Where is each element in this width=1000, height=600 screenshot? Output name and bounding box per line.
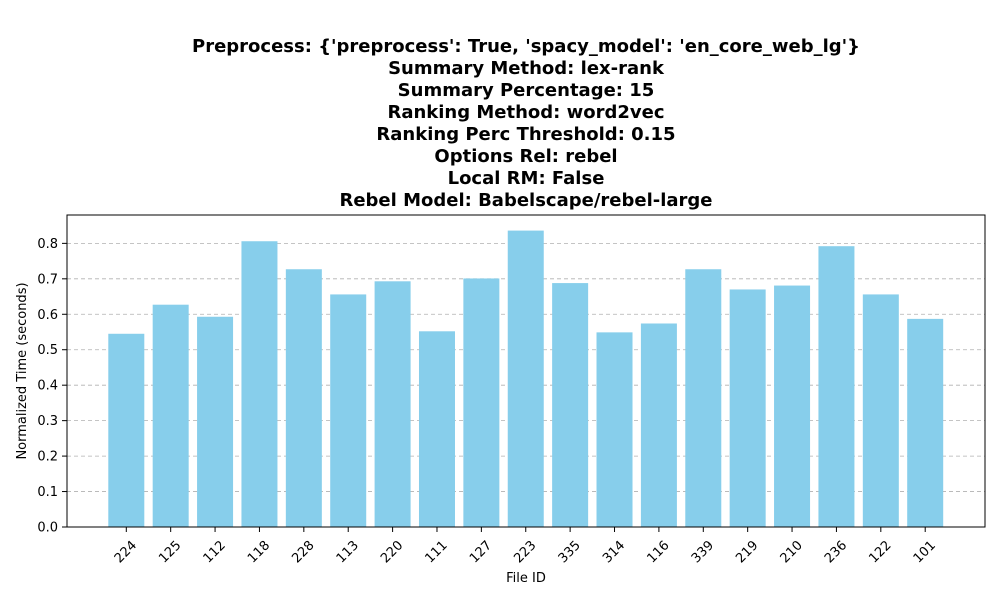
title-line: Options Rel: rebel xyxy=(434,146,617,167)
title-line: Preprocess: {'preprocess': True, 'spacy_… xyxy=(192,36,860,57)
x-tick-label: 101 xyxy=(911,538,939,566)
bar xyxy=(152,304,189,527)
x-tick-label: 220 xyxy=(378,538,406,566)
x-tick-label: 339 xyxy=(689,538,717,566)
bar xyxy=(596,332,633,527)
x-tick-label: 210 xyxy=(778,538,806,566)
y-tick-label: 0.3 xyxy=(37,414,58,429)
bar xyxy=(330,294,367,527)
x-axis: 224 125 112 118 228 113 220 111 127 223 335 314 116 3… xyxy=(112,527,939,566)
bar xyxy=(463,278,500,527)
y-tick-label: 0.0 xyxy=(37,521,58,536)
x-tick-label: 228 xyxy=(289,538,317,566)
y-tick-label: 0.6 xyxy=(37,308,58,323)
bar xyxy=(818,246,855,527)
bar xyxy=(907,318,944,527)
y-axis: 0.0 0.1 0.2 0.3 0.4 0.5 0.6 0.7 0.8 xyxy=(37,237,67,536)
y-axis-label: Normalized Time (seconds) xyxy=(15,282,30,459)
bar xyxy=(108,333,145,527)
title-line: Ranking Perc Threshold: 0.15 xyxy=(376,124,675,145)
x-tick-label: 314 xyxy=(600,538,628,566)
x-tick-label: 122 xyxy=(866,538,894,566)
y-tick-label: 0.8 xyxy=(37,237,58,252)
x-tick-label: 116 xyxy=(644,538,672,566)
bar xyxy=(241,241,278,527)
x-tick-label: 219 xyxy=(733,538,761,566)
x-tick-label: 125 xyxy=(156,538,184,566)
x-tick-label: 223 xyxy=(511,538,539,566)
y-tick-label: 0.7 xyxy=(37,272,58,287)
x-tick-label: 112 xyxy=(201,538,229,566)
x-tick-label: 127 xyxy=(467,538,495,566)
bar xyxy=(685,269,722,527)
bar xyxy=(729,289,766,527)
x-axis-label: File ID xyxy=(506,571,546,586)
bar xyxy=(507,230,544,527)
y-tick-label: 0.5 xyxy=(37,343,58,358)
title-line: Summary Percentage: 15 xyxy=(398,80,655,101)
bar xyxy=(640,323,677,527)
bars xyxy=(108,230,944,527)
bar xyxy=(374,281,411,527)
bar xyxy=(552,283,589,527)
title-line: Rebel Model: Babelscape/rebel-large xyxy=(339,190,712,211)
chart-title: Preprocess: {'preprocess': True, 'spacy_… xyxy=(192,36,860,211)
title-line: Local RM: False xyxy=(448,168,605,189)
x-tick-label: 236 xyxy=(822,538,850,566)
x-tick-label: 335 xyxy=(556,538,584,566)
bar xyxy=(862,294,899,527)
title-line: Ranking Method: word2vec xyxy=(387,102,664,123)
x-tick-label: 224 xyxy=(112,538,140,566)
x-tick-label: 113 xyxy=(334,538,362,566)
y-tick-label: 0.2 xyxy=(37,450,58,465)
bar xyxy=(197,316,234,527)
bar xyxy=(418,331,455,527)
title-line: Summary Method: lex-rank xyxy=(388,58,665,79)
bar xyxy=(285,269,322,527)
y-tick-label: 0.4 xyxy=(37,379,58,394)
bar xyxy=(774,285,811,527)
y-tick-label: 0.1 xyxy=(37,485,58,500)
x-tick-label: 111 xyxy=(423,538,451,566)
x-tick-label: 118 xyxy=(245,538,273,566)
